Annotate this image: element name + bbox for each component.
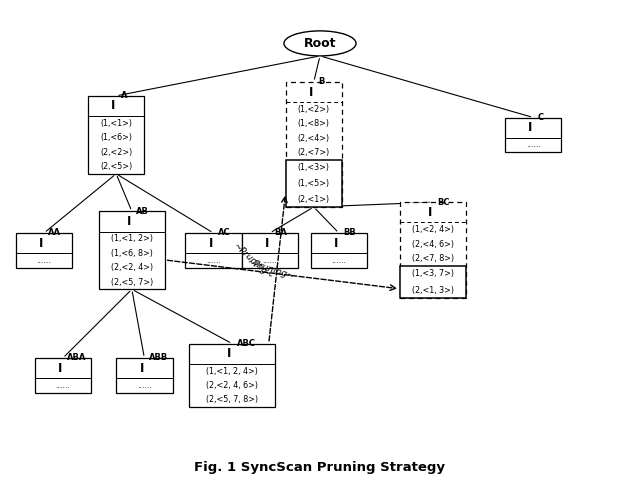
Text: ......: ......: [137, 381, 152, 390]
Text: (1,<1, 2, 4>): (1,<1, 2, 4>): [206, 367, 258, 376]
Bar: [189, 344, 275, 407]
Text: Fig. 1 SyncScan Pruning Strategy: Fig. 1 SyncScan Pruning Strategy: [195, 461, 445, 474]
Bar: [35, 358, 91, 393]
Text: (2,<2, 4>): (2,<2, 4>): [111, 263, 153, 272]
Text: (2,<5>): (2,<5>): [100, 162, 132, 171]
Bar: [16, 233, 72, 268]
Text: ......: ......: [206, 256, 221, 265]
Text: ......: ......: [262, 256, 277, 265]
Text: (2,<7, 8>): (2,<7, 8>): [412, 254, 454, 263]
Text: $\mathbf{I}$: $\mathbf{I}$: [38, 237, 44, 249]
Text: ......: ......: [55, 381, 70, 390]
Text: ABA: ABA: [67, 354, 86, 362]
Text: B: B: [318, 77, 324, 86]
Bar: [285, 160, 342, 207]
Text: (2,<2>): (2,<2>): [100, 148, 132, 157]
Bar: [88, 96, 145, 174]
Text: ABC: ABC: [237, 339, 255, 348]
Text: (1,<3>): (1,<3>): [298, 163, 330, 172]
Text: ~Pruning~: ~Pruning~: [245, 258, 295, 281]
Text: (1,<8>): (1,<8>): [298, 119, 330, 128]
Text: (1,<6>): (1,<6>): [100, 133, 132, 142]
Bar: [99, 211, 164, 289]
Text: (2,<4, 6>): (2,<4, 6>): [412, 240, 454, 248]
Text: (1,<5>): (1,<5>): [298, 179, 330, 188]
Text: $\mathbf{I}$: $\mathbf{I}$: [264, 237, 269, 249]
Text: BA: BA: [274, 228, 287, 237]
Text: (2,<2, 4, 6>): (2,<2, 4, 6>): [206, 381, 258, 390]
Text: Root: Root: [304, 37, 336, 50]
Text: ......: ......: [36, 256, 52, 265]
Text: $\mathbf{I}$: $\mathbf{I}$: [57, 362, 62, 375]
Bar: [185, 233, 242, 268]
Text: $\mathbf{I}$: $\mathbf{I}$: [227, 347, 232, 360]
Text: $\mathbf{I}$: $\mathbf{I}$: [139, 362, 144, 375]
Text: (1,<1>): (1,<1>): [100, 119, 132, 128]
Bar: [242, 233, 298, 268]
Text: $\mathbf{I}$: $\mathbf{I}$: [527, 121, 532, 134]
Text: (2,<5, 7, 8>): (2,<5, 7, 8>): [206, 395, 259, 405]
Text: ~Pruning~: ~Pruning~: [230, 241, 273, 281]
Text: BC: BC: [437, 197, 450, 207]
Text: ......: ......: [332, 256, 346, 265]
Text: $\mathbf{I}$: $\mathbf{I}$: [333, 237, 339, 249]
Text: C: C: [538, 113, 544, 122]
Text: (1,<2, 4>): (1,<2, 4>): [412, 225, 454, 234]
Text: (2,<1>): (2,<1>): [298, 194, 330, 204]
Text: (2,<5, 7>): (2,<5, 7>): [111, 277, 153, 287]
Text: (2,<1, 3>): (2,<1, 3>): [412, 286, 454, 295]
Text: (2,<7>): (2,<7>): [298, 148, 330, 157]
Text: A: A: [120, 91, 127, 100]
Text: $\mathbf{I}$: $\mathbf{I}$: [207, 237, 213, 249]
Bar: [310, 233, 367, 268]
Text: $\mathbf{I}$: $\mathbf{I}$: [110, 100, 116, 112]
Bar: [400, 202, 466, 299]
Text: $\mathbf{I}$: $\mathbf{I}$: [427, 206, 433, 219]
Text: (1,<2>): (1,<2>): [298, 105, 330, 114]
Bar: [505, 117, 561, 152]
Bar: [285, 82, 342, 207]
Text: $\mathbf{I}$: $\mathbf{I}$: [308, 85, 313, 99]
Text: AA: AA: [49, 228, 61, 237]
Text: $\mathbf{I}$: $\mathbf{I}$: [126, 215, 131, 228]
Text: (2,<4>): (2,<4>): [298, 134, 330, 143]
Text: (1,<1, 2>): (1,<1, 2>): [111, 234, 153, 243]
Text: ......: ......: [525, 140, 541, 149]
Text: (1,<6, 8>): (1,<6, 8>): [111, 249, 153, 258]
Text: BB: BB: [343, 228, 356, 237]
Text: AC: AC: [218, 228, 230, 237]
Bar: [400, 266, 466, 299]
Text: ABB: ABB: [148, 354, 168, 362]
Text: (1,<3, 7>): (1,<3, 7>): [412, 270, 454, 278]
Bar: [116, 358, 173, 393]
Ellipse shape: [284, 31, 356, 56]
Text: AB: AB: [136, 207, 149, 216]
